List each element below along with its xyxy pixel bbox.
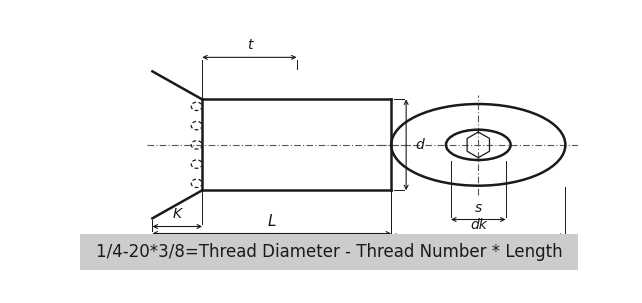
Text: s: s [474,201,482,215]
Bar [80,234,578,270]
Text: K: K [173,207,182,221]
Text: t: t [247,38,252,52]
Text: d: d [415,138,424,152]
Text: L: L [268,214,276,229]
Text: dk: dk [470,218,487,232]
Text: 1/4-20*3/8=Thread Diameter - Thread Number * Length: 1/4-20*3/8=Thread Diameter - Thread Numb… [96,243,562,261]
